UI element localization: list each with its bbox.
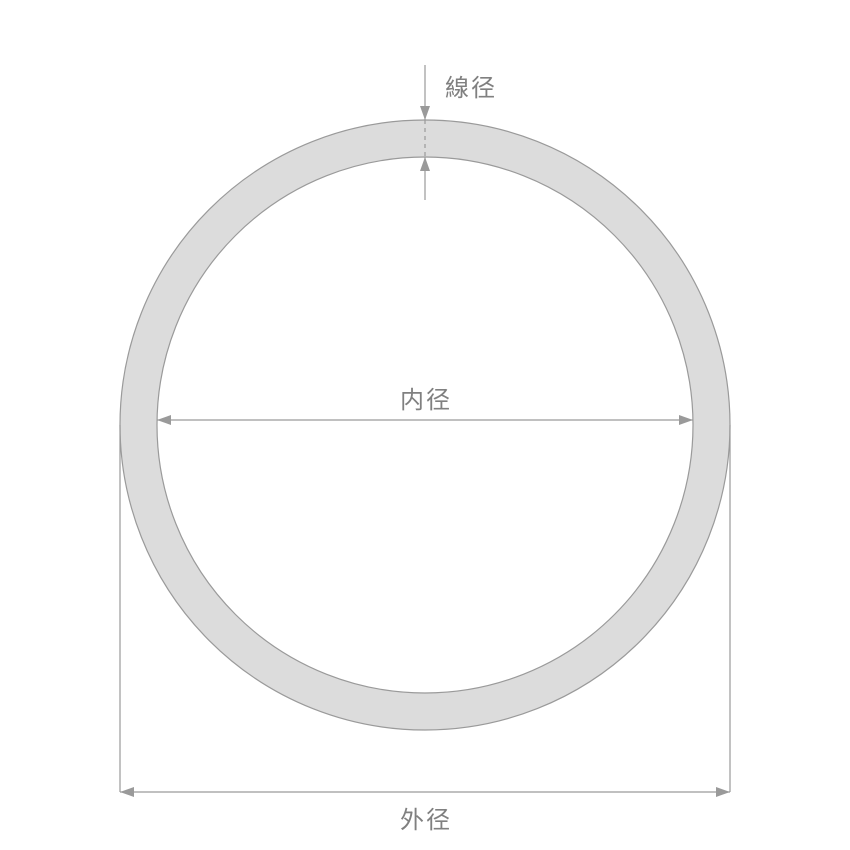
inner-dim-head-right	[679, 415, 693, 425]
ring-shape	[120, 120, 730, 730]
inner-dim-head-left	[157, 415, 171, 425]
diagram-svg	[0, 0, 850, 850]
wire-dim-lower-head	[420, 157, 430, 171]
wire-dim-upper-head	[420, 106, 430, 120]
wire-diameter-label: 線径	[445, 68, 497, 103]
diagram-canvas: 線径 内径 外径	[0, 0, 850, 850]
outer-dim-head-right	[716, 787, 730, 797]
outer-dim-head-left	[120, 787, 134, 797]
outer-diameter-label: 外径	[400, 800, 452, 835]
inner-diameter-label: 内径	[400, 380, 452, 415]
